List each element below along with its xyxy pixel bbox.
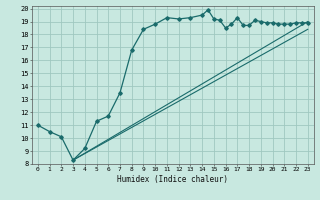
- X-axis label: Humidex (Indice chaleur): Humidex (Indice chaleur): [117, 175, 228, 184]
